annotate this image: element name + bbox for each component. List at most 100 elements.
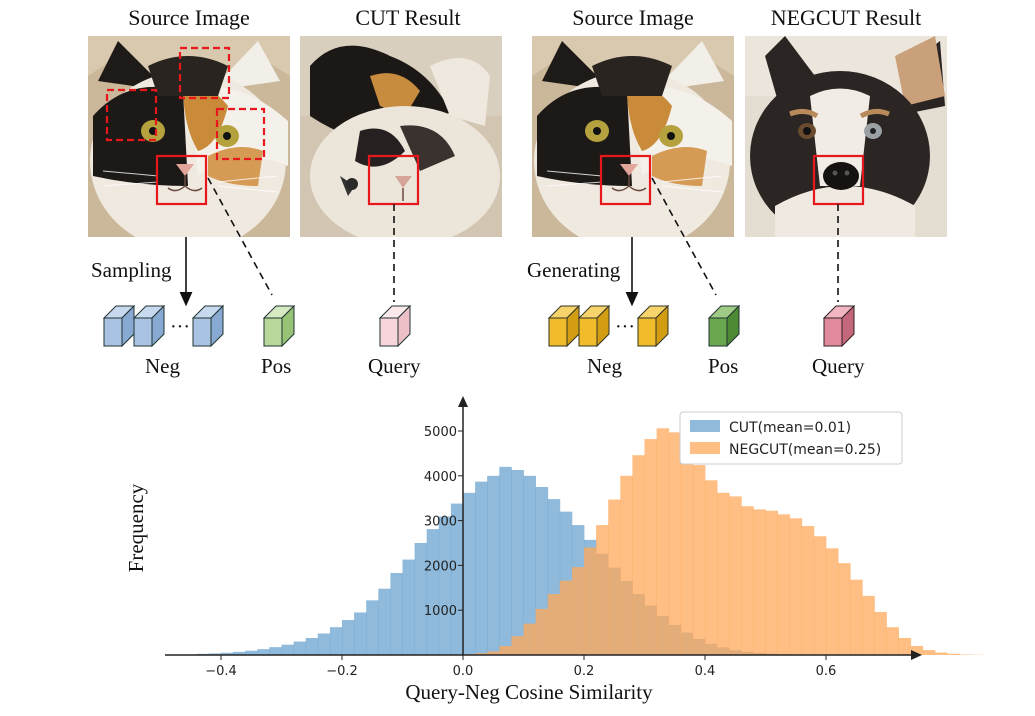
source-cat-image-2 bbox=[532, 36, 734, 237]
negcut-bar bbox=[596, 525, 609, 655]
cut-bar bbox=[221, 652, 234, 655]
pos-dashed-line-right bbox=[651, 177, 717, 296]
negcut-bar bbox=[475, 653, 488, 655]
neg-label-left: Neg bbox=[145, 354, 180, 378]
negcut-bar bbox=[535, 608, 549, 655]
cut-bar bbox=[511, 469, 524, 655]
cut-bar bbox=[463, 492, 476, 655]
pos-feature-cube-right bbox=[707, 304, 741, 348]
y-tick-label: 4000 bbox=[424, 470, 457, 485]
cut-bar bbox=[523, 475, 536, 655]
cut-bar bbox=[438, 516, 452, 655]
x-axis-label: Query-Neg Cosine Similarity bbox=[405, 680, 653, 704]
negcut-bar bbox=[801, 525, 815, 655]
cut-bar bbox=[475, 481, 488, 655]
negcut-bar bbox=[571, 567, 585, 655]
negcut-bar bbox=[874, 611, 887, 655]
negcut-bar bbox=[717, 492, 730, 655]
negcut-bar bbox=[826, 548, 839, 655]
negcut-bar bbox=[608, 499, 621, 655]
cut-bar bbox=[305, 637, 319, 655]
panel-title-source-1: Source Image bbox=[128, 5, 250, 30]
cut-bar bbox=[329, 627, 343, 655]
legend-box bbox=[679, 411, 903, 465]
y-tick-label: 5000 bbox=[424, 425, 457, 440]
cut-bar bbox=[378, 588, 391, 655]
negcut-bar bbox=[898, 637, 912, 655]
cut-bar bbox=[414, 543, 428, 655]
y-tick-label: 3000 bbox=[424, 515, 457, 530]
negcut-bar bbox=[850, 579, 863, 655]
negcut-legend-label: NEGCUT(mean=0.25) bbox=[729, 442, 881, 458]
neg-label-right: Neg bbox=[587, 354, 622, 378]
cut-bar bbox=[342, 620, 355, 655]
negcut-bar bbox=[910, 646, 924, 655]
negcut-bar bbox=[656, 428, 670, 655]
cut-bar bbox=[317, 633, 331, 655]
negcut-bar bbox=[777, 514, 791, 655]
cut-bar bbox=[354, 612, 367, 655]
query-label-right: Query bbox=[812, 354, 865, 378]
negcut-bar bbox=[499, 646, 512, 655]
x-tick-label: 0.2 bbox=[574, 664, 595, 679]
cut-legend-label: CUT(mean=0.01) bbox=[729, 420, 851, 436]
query-feature-cube-right bbox=[822, 304, 856, 348]
y-axis-label: Frequency bbox=[124, 483, 148, 572]
pos-label-left: Pos bbox=[261, 354, 292, 378]
negcut-bar bbox=[523, 623, 536, 655]
cut-bar bbox=[487, 475, 500, 655]
pos-dashed-line-left bbox=[207, 177, 273, 296]
cut-bar bbox=[426, 529, 440, 655]
x-tick-label: −0.2 bbox=[326, 664, 358, 679]
cut-bar bbox=[499, 466, 512, 655]
cut-bar bbox=[293, 641, 307, 655]
negcut-bar bbox=[729, 496, 742, 655]
sampling-label: Sampling bbox=[91, 258, 172, 282]
cut-bar bbox=[390, 573, 403, 655]
negcut-bar bbox=[705, 480, 718, 655]
svg-text:···: ··· bbox=[170, 316, 190, 338]
x-tick-label: 0.6 bbox=[816, 664, 837, 679]
negcut-bar bbox=[644, 439, 657, 655]
pos-label-right: Pos bbox=[708, 354, 739, 378]
negcut-bar bbox=[862, 595, 875, 655]
negcut-bar bbox=[680, 450, 694, 655]
negcut-result-image bbox=[745, 36, 947, 237]
negcut-bar bbox=[741, 506, 754, 655]
negcut-bar bbox=[668, 432, 682, 655]
panel-title-negcut-result: NEGCUT Result bbox=[770, 5, 922, 30]
neg-feature-cubes-left: ··· bbox=[102, 304, 225, 348]
negcut-bar bbox=[838, 563, 851, 655]
negcut-bar bbox=[692, 465, 706, 655]
y-axis-arrowhead bbox=[458, 396, 468, 407]
negcut-bar bbox=[959, 654, 972, 655]
cut-legend-swatch bbox=[690, 420, 720, 432]
cut-bar bbox=[233, 651, 246, 655]
cut-bar bbox=[281, 644, 294, 655]
query-feature-cube-left bbox=[378, 304, 412, 348]
diagram-layer: ··· ··· bbox=[102, 177, 856, 348]
cut-bar bbox=[269, 647, 282, 655]
neg-feature-cubes-right: ··· bbox=[547, 304, 670, 348]
cut-bar bbox=[450, 503, 464, 655]
x-tick-label: 0.0 bbox=[453, 664, 474, 679]
generating-label: Generating bbox=[527, 258, 621, 282]
negcut-bar bbox=[765, 510, 778, 655]
negcut-bar bbox=[487, 651, 500, 655]
x-axis-arrowhead bbox=[911, 650, 922, 660]
cut-bar bbox=[208, 653, 222, 655]
negcut-legend-swatch bbox=[690, 442, 720, 454]
cut-bar bbox=[257, 649, 270, 655]
source-cat-image-1 bbox=[88, 36, 290, 237]
panel-title-cut-result: CUT Result bbox=[355, 5, 461, 30]
negcut-bar bbox=[922, 650, 936, 655]
negcut-bar bbox=[547, 594, 561, 655]
negcut-bar bbox=[753, 509, 766, 655]
query-label-left: Query bbox=[368, 354, 421, 378]
negcut-bar bbox=[947, 653, 960, 655]
cut-bar bbox=[245, 650, 258, 655]
negcut-bar bbox=[886, 627, 899, 655]
cut-bar bbox=[366, 600, 379, 655]
